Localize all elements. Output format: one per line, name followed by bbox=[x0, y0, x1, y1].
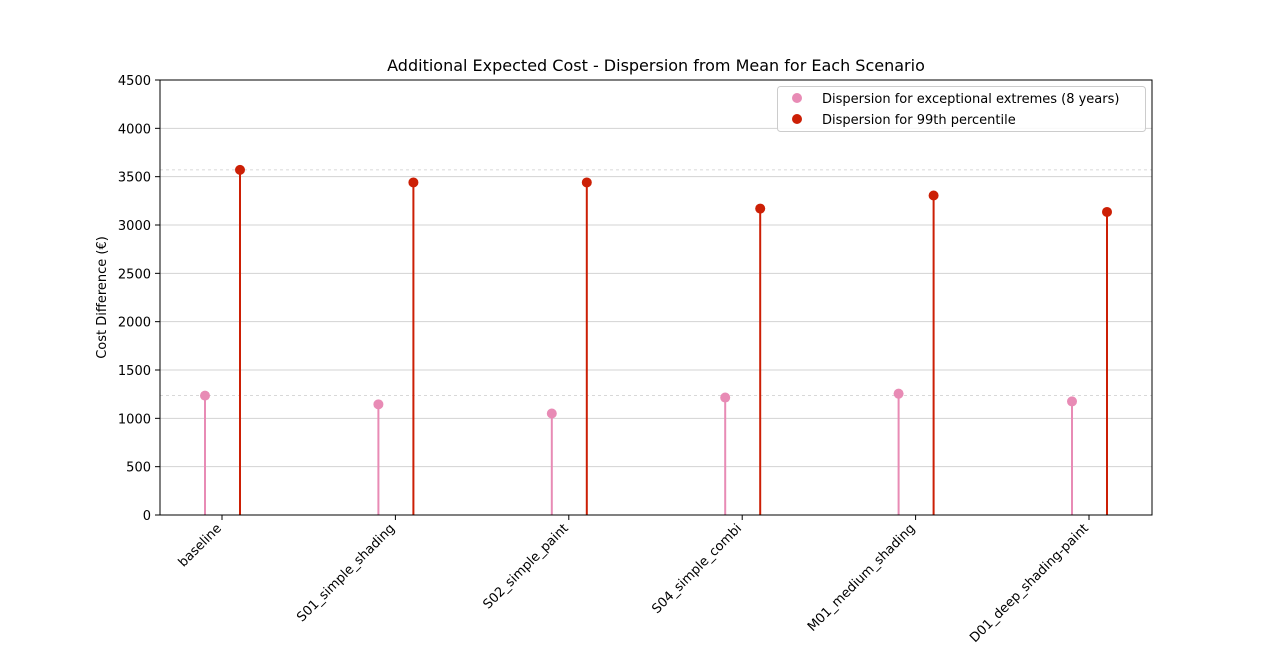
y-axis-title: Cost Difference (€) bbox=[95, 236, 110, 359]
y-tick-label: 2500 bbox=[118, 267, 151, 282]
point-99th bbox=[755, 203, 766, 214]
point-extremes bbox=[546, 408, 557, 419]
point-extremes bbox=[720, 392, 731, 403]
chart-title: Additional Expected Cost - Dispersion fr… bbox=[387, 56, 925, 75]
y-tick-label: 500 bbox=[126, 461, 151, 476]
lollipop-stems bbox=[200, 164, 1112, 515]
y-tick-label: 1000 bbox=[118, 412, 151, 427]
x-tick-label: S01_simple_shading bbox=[294, 521, 398, 625]
point-extremes bbox=[200, 390, 210, 401]
y-tick-label: 3500 bbox=[118, 171, 151, 186]
legend-label-99th: Dispersion for 99th percentile bbox=[822, 113, 1016, 128]
legend-label-extremes: Dispersion for exceptional extremes (8 y… bbox=[822, 92, 1119, 107]
legend: Dispersion for exceptional extremes (8 y… bbox=[777, 86, 1146, 132]
y-tick-label: 0 bbox=[143, 509, 151, 524]
grid-lines bbox=[160, 79, 1152, 516]
x-axis: baseline S01_simple_shading S02_simple_pai… bbox=[176, 515, 1092, 646]
point-99th bbox=[408, 177, 419, 188]
point-99th bbox=[1102, 206, 1112, 217]
y-tick-label: 1500 bbox=[118, 364, 151, 379]
point-extremes bbox=[373, 399, 384, 410]
x-tick-label: S02_simple_paint bbox=[481, 521, 572, 612]
legend-marker-99th bbox=[792, 114, 802, 124]
y-tick-label: 4000 bbox=[118, 122, 151, 137]
point-99th bbox=[928, 190, 939, 201]
x-tick-label: D01_deep_shading-paint bbox=[967, 521, 1092, 646]
y-axis: 0 500 1000 1500 2000 2500 3000 3500 4000 4500 bbox=[118, 74, 160, 524]
reference-lines bbox=[160, 169, 1152, 397]
legend-box bbox=[777, 86, 1146, 132]
x-tick-label: S04_simple_combi bbox=[649, 521, 745, 617]
y-tick-label: 3000 bbox=[118, 219, 151, 234]
plot-area bbox=[159, 79, 1153, 516]
x-tick-label: baseline bbox=[176, 521, 225, 570]
legend-marker-extremes bbox=[792, 93, 802, 103]
point-extremes bbox=[1067, 396, 1077, 407]
y-tick-label: 4500 bbox=[118, 74, 151, 89]
point-99th bbox=[235, 164, 245, 175]
point-extremes bbox=[893, 388, 904, 399]
x-tick-label: M01_medium_shading bbox=[805, 521, 919, 635]
point-99th bbox=[581, 177, 592, 188]
y-tick-label: 2000 bbox=[118, 316, 151, 331]
